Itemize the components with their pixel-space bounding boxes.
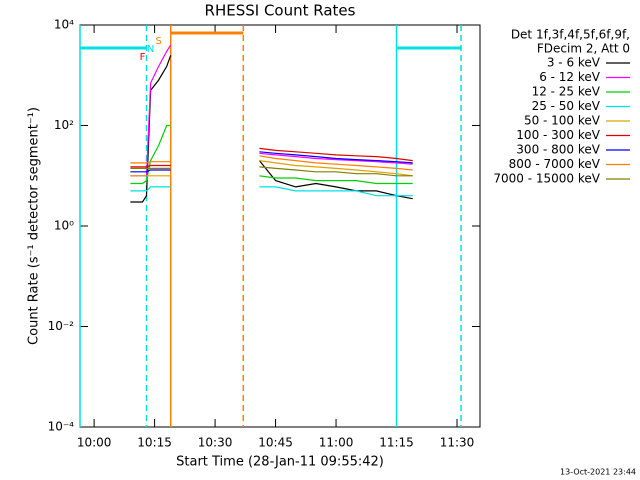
x-tick-label: 11:30 (440, 436, 475, 450)
legend-title: Det 1f,3f,4f,5f,6f,9f, (511, 28, 630, 42)
legend-label: 800 - 7000 keV (509, 157, 601, 171)
x-tick-label: 10:15 (137, 436, 172, 450)
chart-title: RHESSI Count Rates (205, 2, 356, 20)
series-line (130, 155, 413, 171)
legend-label: 7000 - 15000 keV (493, 172, 600, 186)
y-tick-label: 10⁰ (54, 219, 74, 233)
legend-label: 50 - 100 keV (524, 114, 601, 128)
legend-label: 3 - 6 keV (547, 56, 601, 70)
legend-title: FDecim 2, Att 0 (537, 42, 630, 56)
series-line (130, 166, 413, 177)
series-line (130, 55, 413, 203)
y-axis-label: Count Rate (s⁻¹ detector segment⁻¹) (27, 107, 42, 345)
annotation: N (147, 44, 154, 55)
x-tick-label: 11:00 (319, 436, 354, 450)
legend-label: 12 - 25 keV (532, 85, 601, 99)
series-line (130, 160, 413, 177)
plot-frame (79, 24, 481, 428)
annotation: F (140, 52, 146, 63)
y-tick-label: 10⁻⁴ (48, 420, 75, 434)
legend-label: 6 - 12 keV (539, 70, 601, 84)
series-line (130, 151, 413, 173)
y-tick-label: 10⁴ (54, 18, 74, 32)
series-line (130, 147, 413, 168)
legend-label: 300 - 800 keV (516, 143, 600, 157)
x-tick-label: 10:30 (198, 436, 233, 450)
legend-label: 100 - 300 keV (516, 128, 600, 142)
x-tick-label: 11:15 (379, 436, 414, 450)
series-line (130, 186, 413, 197)
x-tick-label: 10:00 (77, 436, 112, 450)
legend-label: 25 - 50 keV (532, 99, 601, 113)
x-tick-label: 10:45 (258, 436, 293, 450)
annotation: S (155, 36, 161, 47)
y-tick-label: 10⁻² (48, 319, 75, 333)
x-axis-label: Start Time (28-Jan-11 09:55:42) (176, 455, 384, 470)
footer: 13-Oct-2021 23:44 (560, 468, 636, 477)
y-tick-label: 10² (54, 118, 74, 132)
